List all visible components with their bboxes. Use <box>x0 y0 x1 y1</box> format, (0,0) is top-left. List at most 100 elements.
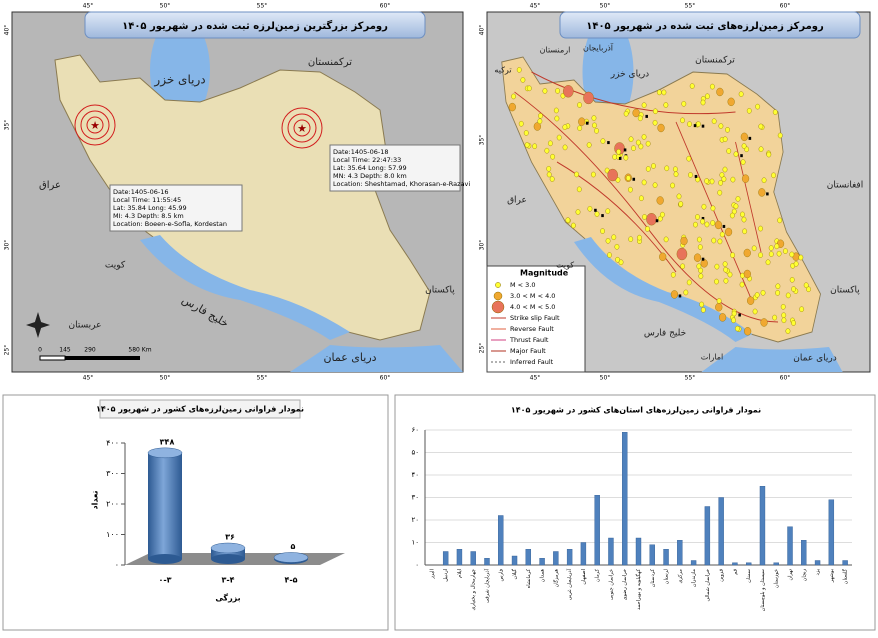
place-label: ارمنستان <box>540 46 571 55</box>
quake-dot <box>518 120 524 127</box>
bar <box>690 560 697 566</box>
quake-dot <box>594 128 599 134</box>
y-tick-label: ۰ <box>115 561 119 570</box>
quake-dot <box>798 254 804 261</box>
quake-dot <box>765 259 771 266</box>
quake-dot <box>746 107 752 114</box>
quake-dot <box>576 186 582 193</box>
quake-dot <box>723 266 729 273</box>
station <box>701 216 705 220</box>
y-tick-label: ۶۰ <box>411 426 419 434</box>
quake-dot <box>777 217 783 224</box>
quake-dot <box>719 172 725 178</box>
quake-dot <box>716 87 724 97</box>
info-line: Date:1405-06-18 <box>333 148 389 156</box>
place-label: پاکستان <box>425 286 455 296</box>
station <box>594 208 597 212</box>
quake-dot <box>623 110 629 117</box>
quake-dot <box>591 115 597 121</box>
quake-dot <box>803 282 809 289</box>
x-tick-label: گلستان <box>842 568 849 584</box>
quake-dot <box>641 179 647 186</box>
place-label: امارات <box>701 353 724 362</box>
station <box>722 224 726 228</box>
y-tick-label: ۲۰۰ <box>106 500 119 509</box>
x-tick-label: اصفهان <box>581 569 587 585</box>
bar <box>148 452 182 559</box>
value-label: ۳۴۸ <box>160 437 175 446</box>
quake-dot <box>645 166 651 172</box>
quake-dot <box>670 290 679 299</box>
quake-dot <box>592 122 597 129</box>
station <box>740 154 743 158</box>
quake-dot <box>700 307 706 313</box>
quake-dot <box>635 139 641 146</box>
value-label: ۳۶ <box>225 533 235 542</box>
quake-dot <box>743 248 751 258</box>
info-line: MI: 4.3 Depth: 8.5 km <box>113 212 184 220</box>
map-left: ★ ★ رومرکز بزرگترین زمین‌لرزه ثبت شده در… <box>4 3 471 382</box>
place-label: افغانستان <box>827 181 864 191</box>
bar <box>539 558 545 566</box>
x-tick-label: کرمان <box>595 568 601 582</box>
quake-dot <box>554 115 560 122</box>
bar <box>608 537 614 566</box>
quake-dot <box>727 271 733 278</box>
bar-base <box>148 554 182 564</box>
quake-dot <box>660 211 665 218</box>
quake-dot <box>550 153 556 160</box>
bar <box>814 560 821 566</box>
quake-dot <box>681 101 687 107</box>
x-tick-label: اردبیل <box>443 569 449 582</box>
scale-label: 145 <box>59 347 71 354</box>
bar <box>622 432 628 566</box>
quake-dot <box>776 250 782 257</box>
x-tick-label: قم <box>732 568 738 574</box>
quake-dot <box>587 205 593 212</box>
quake-dot <box>806 286 811 293</box>
quake-dot <box>664 165 670 172</box>
scale-bar <box>40 356 140 360</box>
x-tick-label: کهگیلویه و بویراحمد <box>635 568 642 610</box>
quake-dot <box>781 317 787 324</box>
quake-dot <box>754 292 760 298</box>
quake-dot <box>556 134 562 141</box>
x-tick-label: زنجان <box>801 568 807 581</box>
bar <box>566 549 573 566</box>
quake-dot <box>783 248 788 254</box>
quake-dot <box>607 252 612 258</box>
quake-dot <box>614 243 620 250</box>
place-label: ترکمنستان <box>695 56 735 66</box>
quake-dot <box>715 303 723 312</box>
quake-dot <box>711 237 717 244</box>
quake-dot <box>653 108 658 115</box>
quake-dot <box>689 83 695 89</box>
bar <box>704 506 711 566</box>
quake-dot <box>546 171 552 178</box>
quake-dot <box>538 113 543 119</box>
info-line: Local Time: 22:47:33 <box>333 156 401 164</box>
y-tick-label: ۳۰۰ <box>106 469 119 478</box>
quake-dot <box>735 196 741 202</box>
bar <box>580 542 587 566</box>
quake-dot <box>760 289 766 296</box>
y-tick-label: ۴۰۰ <box>106 439 119 448</box>
legend-label: Reverse Fault <box>510 325 554 333</box>
x-tick-label: فارس <box>498 568 504 581</box>
quake-dot <box>791 320 796 326</box>
lon-label: 45° <box>83 375 94 382</box>
lon-label: 50° <box>600 3 611 10</box>
quake-dot <box>628 136 634 143</box>
quake-dot <box>758 252 763 258</box>
quake-dot <box>565 217 571 223</box>
chart-title: نمودار فراوانی زمین‌لرزه‌های استان‌های ک… <box>511 406 761 415</box>
epicenter <box>281 107 323 149</box>
quake-dot <box>516 67 522 73</box>
quake-dot <box>791 286 796 292</box>
quake-dot <box>733 203 739 210</box>
quake-dot <box>553 107 559 114</box>
quake-dot <box>680 117 685 124</box>
station <box>693 124 697 128</box>
quake-dot <box>678 201 684 207</box>
quake-dot <box>575 209 581 215</box>
